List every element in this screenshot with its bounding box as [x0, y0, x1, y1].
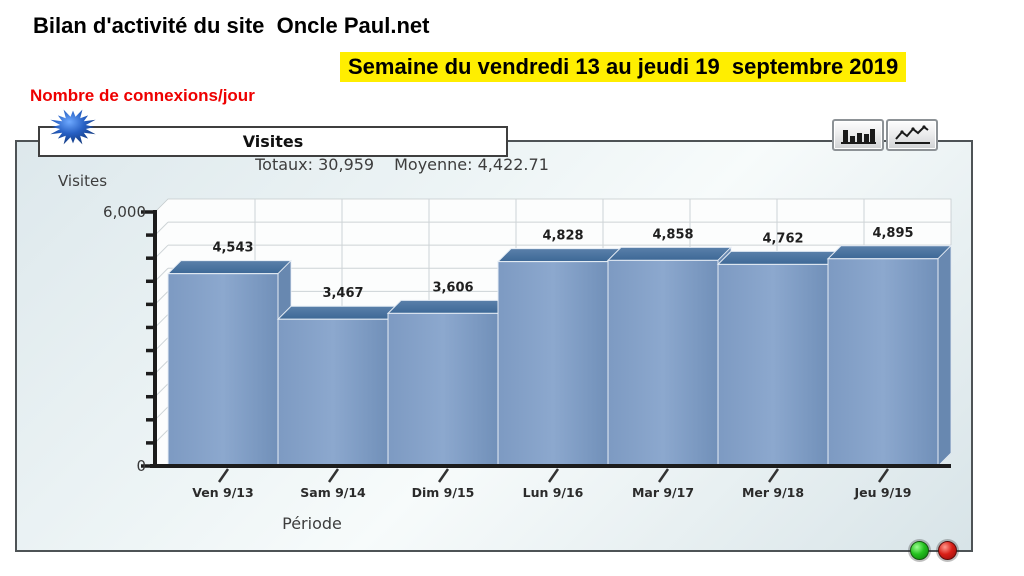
h-gridline-connector: [154, 406, 169, 421]
x-tick: [877, 468, 890, 483]
x-category-label: Mar 9/17: [632, 485, 694, 500]
average-value: 4,422.71: [477, 155, 549, 174]
totals-value: 30,959: [318, 155, 375, 174]
x-tick: [217, 468, 230, 483]
bar-side-face: [937, 244, 952, 467]
average-label: Moyenne:: [394, 155, 473, 174]
bar-top-face: [826, 245, 953, 260]
h-gridline-connector: [154, 314, 169, 328]
visits-bar-chart: Ven 9/13 Sam 9/14 Dim 9/15 Lun 9/16 Mar 9/17…: [103, 198, 953, 500]
bar-value-label: 4,543: [212, 241, 253, 256]
bar-value-label: 4,858: [652, 227, 693, 242]
h-gridline-connector: [154, 337, 169, 351]
bar-chart-view-button[interactable]: [832, 119, 884, 151]
chart-panel: Totaux: 30,959 Moyenne: 4,422.71 Visites …: [15, 140, 973, 560]
green-dot-icon: [910, 541, 929, 560]
h-gridline-connector: [154, 267, 169, 282]
bar: [167, 273, 279, 467]
x-tick: [547, 468, 560, 483]
bar: [277, 318, 389, 467]
red-dot-icon: [938, 541, 957, 560]
starburst-icon: [50, 109, 96, 145]
metric-label: Nombre de connexions/jour: [30, 86, 255, 105]
page-title: Bilan d'activité du site Oncle Paul.net: [33, 13, 430, 38]
chart-title: Visites: [242, 132, 304, 151]
bar-top-face: [166, 260, 293, 275]
y-min-label: 0: [136, 457, 146, 475]
h-gridline-connector: [154, 429, 169, 444]
x-category-label: Dim 9/15: [412, 485, 475, 500]
bar-chart-icon: [841, 129, 876, 144]
y-axis-title: Visites: [58, 172, 108, 190]
x-axis-title: Période: [282, 514, 342, 533]
bar-value-label: 4,762: [762, 231, 803, 246]
totals-label: Totaux:: [255, 155, 314, 174]
bar: [607, 259, 719, 467]
bar: [827, 258, 939, 467]
y-max-label: 6,000: [103, 203, 146, 221]
x-tick: [327, 468, 340, 483]
x-category-label: Mer 9/18: [742, 485, 804, 500]
x-category-label: Sam 9/14: [300, 485, 366, 500]
bar: [387, 312, 499, 467]
bar: [717, 263, 829, 467]
bar-value-label: 4,828: [542, 229, 583, 244]
x-category-label: Ven 9/13: [192, 485, 253, 500]
line-chart-view-button[interactable]: [886, 119, 938, 151]
bar: [497, 261, 609, 467]
x-category-label: Jeu 9/19: [853, 485, 911, 500]
bar-value-label: 4,895: [872, 226, 913, 241]
bar-top-face: [606, 246, 733, 261]
x-tick: [437, 468, 450, 483]
bar-top-face: [386, 299, 513, 314]
x-tick: [657, 468, 670, 483]
x-tick: [767, 468, 780, 483]
week-range-highlight: Semaine du vendredi 13 au jeudi 19 septe…: [340, 52, 907, 82]
h-gridline-connector: [154, 360, 169, 374]
bar-value-label: 3,467: [322, 286, 363, 301]
h-gridline-connector: [154, 244, 169, 259]
bar-value-label: 3,606: [432, 280, 473, 295]
line-chart-icon: [895, 125, 930, 144]
h-gridline-connector: [154, 383, 169, 398]
x-category-label: Lun 9/16: [523, 485, 584, 500]
chart-title-box: Visites: [38, 126, 508, 157]
bar-top-face: [496, 248, 623, 263]
chart-stats: Totaux: 30,959 Moyenne: 4,422.71: [117, 155, 687, 174]
bar-top-face: [716, 250, 843, 265]
h-gridline-connector: [154, 291, 169, 305]
h-gridline-connector: [154, 221, 169, 236]
bar-top-face: [276, 305, 403, 320]
